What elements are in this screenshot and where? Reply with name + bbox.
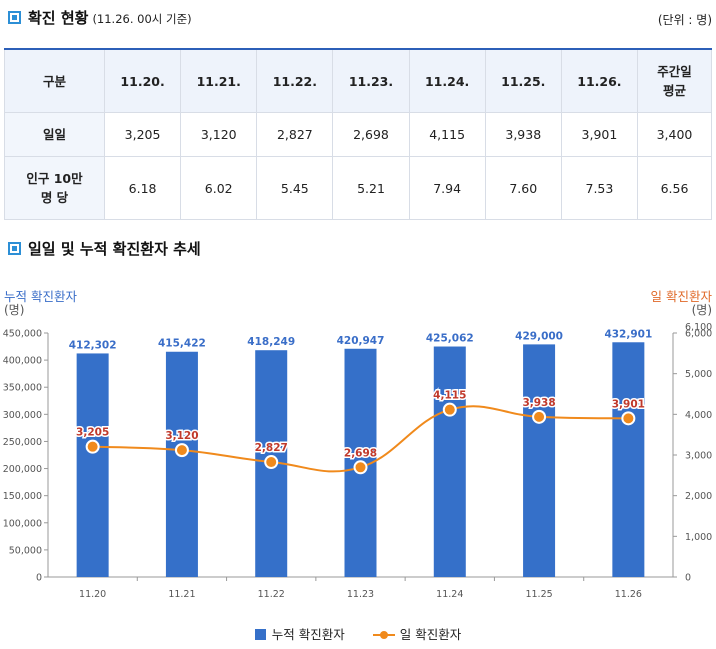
bar-cumulative (433, 346, 466, 577)
left-tick-label: 50,000 (9, 545, 42, 556)
section-title-status: 확진 현황 (11.26. 00시 기준) (28, 9, 192, 27)
right-tick-label: 6,000 (685, 329, 712, 340)
x-tick-label: 11.20 (79, 589, 106, 600)
chart-legend: 누적 확진환자 일 확진환자 (0, 624, 716, 643)
line-data-label: 4,115 (433, 390, 466, 402)
line-point-daily (85, 439, 100, 454)
x-tick-label: 11.22 (258, 589, 285, 600)
section-subtitle: (11.26. 00시 기준) (92, 12, 192, 26)
table-cell: 3,901 (560, 112, 639, 157)
line-point-daily (442, 402, 457, 417)
status-table: 구분 11.20. 11.21. 11.22. 11.23. 11.24. 11.25. 11… (4, 48, 712, 220)
table-cell: 2,698 (332, 112, 410, 157)
bar-cumulative (165, 351, 198, 577)
right-tick-label: 4,000 (685, 410, 712, 421)
legend-label-daily: 일 확진환자 (399, 627, 462, 642)
table-header-cell: 11.23. (332, 48, 410, 113)
table-header-cell: 11.21. (180, 48, 258, 113)
unit-label: (단위 : 명) (657, 13, 712, 27)
line-point-daily (621, 411, 636, 426)
line-data-label: 3,205 (76, 427, 109, 439)
right-tick-label: 0 (685, 573, 691, 584)
section-bullet-icon (8, 242, 21, 255)
table-cell: 3,400 (637, 112, 712, 157)
left-tick-label: 200,000 (3, 464, 42, 475)
left-tick-label: 150,000 (3, 491, 42, 502)
legend-item-cumulative: 누적 확진환자 (254, 624, 345, 643)
x-tick-label: 11.25 (525, 589, 552, 600)
right-tick-label: 3,000 (685, 451, 712, 462)
right-tick-label: 2,000 (685, 491, 712, 502)
line-data-label: 2,827 (255, 442, 288, 454)
x-tick-label: 11.26 (615, 589, 642, 600)
bar-data-label: 415,422 (158, 338, 206, 350)
left-tick-label: 300,000 (3, 410, 42, 421)
table-row: 인구 10만 명 당 6.18 6.02 5.45 5.21 7.94 7.60 7.53 6.… (4, 156, 712, 220)
x-tick-label: 11.21 (168, 589, 195, 600)
table-cell: 3,120 (180, 112, 258, 157)
table-cell: 3,205 (103, 112, 182, 157)
left-axis-label: 누적 확진환자 (4, 289, 77, 304)
left-tick-label: 350,000 (3, 383, 42, 394)
bar-data-label: 432,901 (604, 328, 652, 340)
bar-cumulative (523, 344, 556, 577)
table-cell: 7.53 (560, 156, 639, 220)
table-row-label: 인구 10만 명 당 (4, 156, 105, 220)
line-point-daily (353, 460, 368, 475)
table-header-cell: 11.24. (408, 48, 486, 113)
bar-cumulative (612, 342, 645, 577)
left-tick-label: 250,000 (3, 437, 42, 448)
left-tick-label: 400,000 (3, 356, 42, 367)
bar-data-label: 412,302 (69, 339, 117, 351)
table-cell: 7.94 (408, 156, 486, 220)
left-tick-label: 450,000 (3, 329, 42, 340)
x-tick-label: 11.23 (347, 589, 374, 600)
table-header-category: 구분 (4, 48, 105, 113)
left-tick-label: 0 (36, 573, 42, 584)
bar-data-label: 425,062 (426, 333, 474, 345)
section-title-trend: 일일 및 누적 확진환자 추세 (28, 240, 201, 258)
table-cell: 6.18 (103, 156, 182, 220)
right-axis-label: 일 확진환자 (650, 289, 712, 304)
table-row: 일일 3,205 3,120 2,827 2,698 4,115 3,938 3,901 3,4… (4, 112, 712, 157)
table-cell: 5.45 (256, 156, 334, 220)
line-point-daily (532, 409, 547, 424)
table-header-cell: 11.25. (484, 48, 562, 113)
line-point-daily (264, 455, 279, 470)
table-header-cell: 11.20. (103, 48, 182, 113)
table-cell: 2,827 (256, 112, 334, 157)
right-axis-unit: (명) (691, 303, 712, 317)
right-tick-label: 1,000 (685, 532, 712, 543)
line-data-label: 3,938 (522, 397, 555, 409)
bar-data-label: 420,947 (337, 335, 385, 347)
table-cell: 4,115 (408, 112, 486, 157)
table-cell: 6.56 (637, 156, 712, 220)
x-tick-label: 11.24 (436, 589, 463, 600)
section-bullet-icon (8, 11, 21, 24)
table-header-row: 구분 11.20. 11.21. 11.22. 11.23. 11.24. 11.25. 11… (4, 48, 712, 113)
right-tick-label: 5,000 (685, 369, 712, 380)
line-point-daily (174, 443, 189, 458)
right-tick-label-extra: 6,100 (685, 322, 712, 333)
line-data-label: 3,901 (612, 398, 645, 410)
line-data-label: 3,120 (165, 430, 198, 442)
table-cell: 3,938 (484, 112, 562, 157)
left-tick-label: 100,000 (3, 518, 42, 529)
bar-data-label: 418,249 (247, 336, 295, 348)
line-data-label: 2,698 (344, 447, 377, 459)
left-axis-unit: (명) (4, 303, 25, 317)
legend-label-cumulative: 누적 확진환자 (271, 627, 345, 642)
bar-data-label: 429,000 (515, 330, 563, 342)
legend-line-swatch (372, 629, 395, 640)
table-header-cell: 11.26. (560, 48, 639, 113)
table-cell: 6.02 (180, 156, 258, 220)
bar-cumulative (76, 353, 109, 577)
legend-bar-swatch (254, 629, 266, 640)
legend-item-daily: 일 확진환자 (372, 624, 462, 643)
